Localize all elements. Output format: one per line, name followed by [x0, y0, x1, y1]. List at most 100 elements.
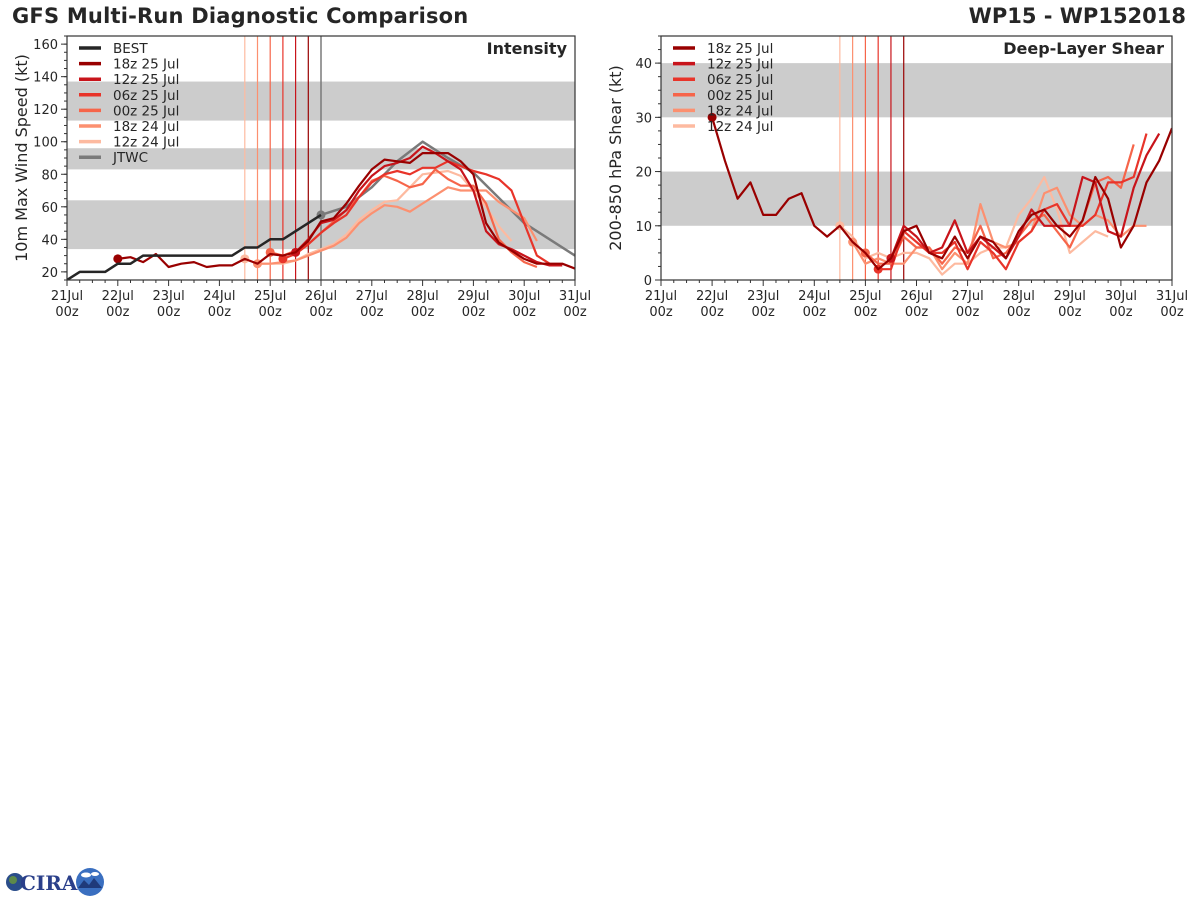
init-marker [278, 254, 288, 264]
x-tick-sublabel: 00z [956, 305, 980, 320]
x-tick-label: 30Jul [1105, 289, 1137, 304]
x-tick-sublabel: 00z [55, 305, 79, 320]
legend-label: 12z 24 Jul [707, 119, 773, 135]
legend-label: 00z 25 Jul [113, 103, 179, 119]
rh-panel [600, 595, 1200, 900]
legend-label: 12z 25 Jul [113, 72, 179, 88]
x-tick-sublabel: 00z [259, 305, 283, 320]
series-line-06z-25-jul [878, 133, 1148, 271]
panel-title: Deep-Layer Shear [1003, 39, 1164, 58]
storm-id: WP15 - WP152018 [968, 4, 1186, 28]
series-line-06z-25-jul [282, 160, 551, 265]
init-marker [113, 254, 123, 264]
x-tick-label: 30Jul [508, 289, 540, 304]
x-tick-label: 22Jul [102, 289, 134, 304]
legend-label: 00z 25 Jul [707, 88, 773, 104]
cloud-icon [91, 872, 99, 876]
intensity-panel: 2040608010012014016021Jul00z22Jul00z23Ju… [12, 35, 591, 320]
x-tick-sublabel: 00z [905, 305, 929, 320]
x-tick-sublabel: 00z [854, 305, 878, 320]
x-tick-sublabel: 00z [803, 305, 827, 320]
x-tick-sublabel: 00z [309, 305, 333, 320]
cira-logo: CIRA [6, 868, 104, 896]
x-tick-sublabel: 00z [649, 305, 673, 320]
cloud-icon [81, 872, 91, 878]
track-panel [0, 330, 600, 870]
legend-label: BEST [113, 41, 148, 57]
mountain-icon [78, 878, 102, 888]
y-axis-label: 200-850 hPa Shear (kt) [606, 65, 625, 251]
shear-panel: 01020304021Jul00z22Jul00z23Jul00z24Jul00… [606, 35, 1188, 320]
init-marker [707, 112, 717, 122]
x-tick-sublabel: 00z [563, 305, 587, 320]
shaded-band [661, 63, 1172, 118]
legend-label: 18z 25 Jul [707, 41, 773, 57]
x-tick-sublabel: 00z [1058, 305, 1082, 320]
y-tick-label: 80 [41, 168, 58, 183]
legend-label: 18z 24 Jul [707, 103, 773, 119]
x-tick-label: 27Jul [356, 289, 388, 304]
x-tick-label: 23Jul [152, 289, 184, 304]
x-tick-label: 28Jul [1003, 289, 1035, 304]
logo-text: CIRA [20, 871, 78, 895]
x-tick-sublabel: 00z [462, 305, 486, 320]
globe-land-icon [9, 876, 17, 884]
x-tick-label: 26Jul [900, 289, 932, 304]
x-tick-sublabel: 00z [411, 305, 435, 320]
x-tick-label: 25Jul [849, 289, 881, 304]
series-line-12z-25-jul [294, 145, 563, 267]
series-line-best [67, 213, 322, 280]
x-tick-sublabel: 00z [360, 305, 384, 320]
y-tick-label: 40 [41, 233, 58, 248]
plot-area [67, 36, 575, 280]
legend-label: 12z 24 Jul [113, 135, 179, 151]
x-tick-label: 22Jul [696, 289, 728, 304]
series-line-18z-25-jul [117, 152, 575, 270]
x-tick-sublabel: 00z [1007, 305, 1031, 320]
series-line-18z-24-jul [257, 186, 538, 265]
sst-panel [600, 300, 1200, 600]
x-tick-label: 28Jul [406, 289, 438, 304]
panel-title: Intensity [487, 39, 568, 58]
plot-area [661, 36, 1172, 280]
legend-label: 18z 25 Jul [113, 57, 179, 73]
y-tick-label: 160 [33, 38, 58, 53]
y-tick-label: 20 [635, 166, 652, 181]
y-axis-label: 10m Max Wind Speed (kt) [12, 54, 31, 262]
y-tick-label: 120 [33, 103, 58, 118]
x-tick-sublabel: 00z [513, 305, 537, 320]
figure-title: GFS Multi-Run Diagnostic Comparison [12, 4, 469, 28]
x-tick-sublabel: 00z [1160, 305, 1184, 320]
x-tick-label: 21Jul [645, 289, 677, 304]
x-tick-label: 23Jul [747, 289, 779, 304]
x-tick-sublabel: 00z [208, 305, 232, 320]
x-tick-label: 24Jul [798, 289, 830, 304]
y-tick-label: 100 [33, 136, 58, 151]
mountain-badge-icon [76, 868, 104, 896]
x-tick-label: 27Jul [951, 289, 983, 304]
x-tick-sublabel: 00z [1109, 305, 1133, 320]
legend-label: 12z 25 Jul [707, 57, 773, 73]
x-tick-sublabel: 00z [700, 305, 724, 320]
legend-label: JTWC [112, 150, 148, 166]
series-line-18z-25-jul [711, 116, 1172, 271]
x-tick-label: 26Jul [305, 289, 337, 304]
series-line-18z-24-jul [851, 186, 1147, 271]
y-tick-label: 40 [635, 57, 652, 72]
y-tick-label: 10 [635, 220, 652, 235]
legend-label: 06z 25 Jul [113, 88, 179, 104]
shaded-band [661, 171, 1172, 226]
y-tick-label: 20 [41, 266, 58, 281]
legend-label: 18z 24 Jul [113, 119, 179, 135]
x-tick-label: 24Jul [203, 289, 235, 304]
y-tick-label: 0 [644, 274, 652, 289]
x-tick-label: 29Jul [1054, 289, 1086, 304]
y-tick-label: 30 [635, 111, 652, 126]
x-tick-sublabel: 00z [157, 305, 181, 320]
x-tick-label: 31Jul [1156, 289, 1188, 304]
x-tick-label: 31Jul [559, 289, 591, 304]
y-tick-label: 140 [33, 71, 58, 86]
x-tick-label: 21Jul [51, 289, 83, 304]
x-tick-sublabel: 00z [752, 305, 776, 320]
x-tick-sublabel: 00z [106, 305, 130, 320]
